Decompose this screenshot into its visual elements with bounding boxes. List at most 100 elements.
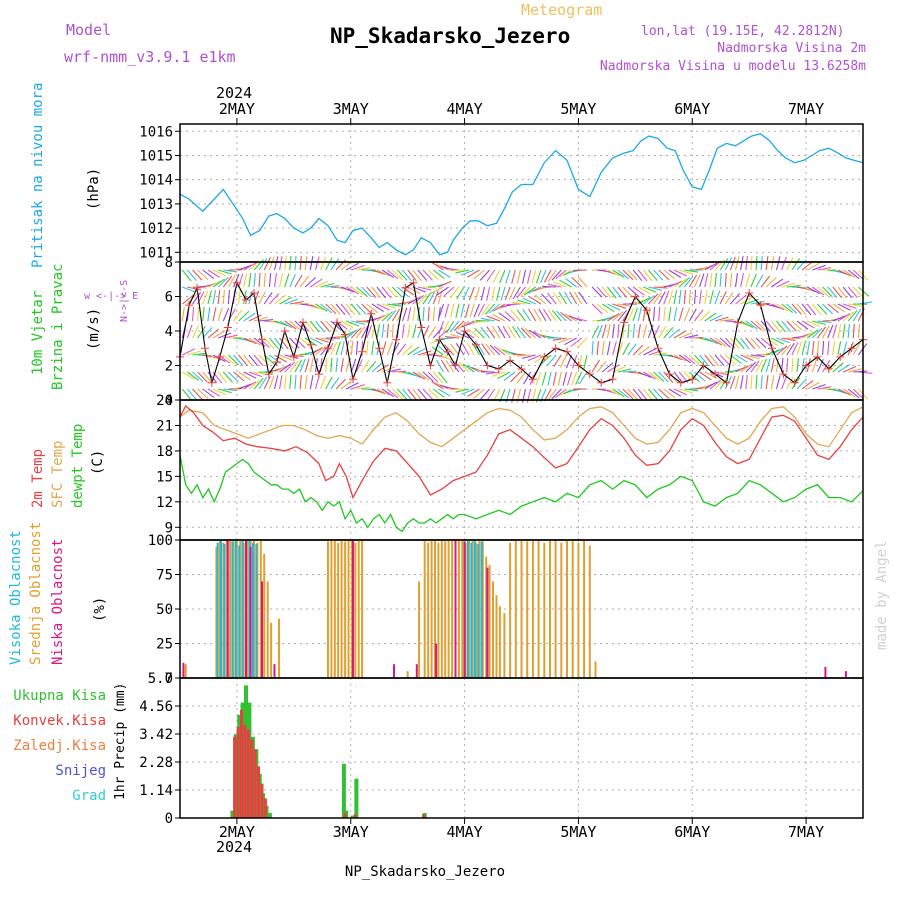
precip-bar (343, 813, 347, 818)
wind-arrow (417, 293, 428, 305)
wind-arrow (571, 277, 583, 288)
wind-arrow (192, 325, 200, 339)
wind-arrow (438, 328, 450, 339)
wind-arrow (366, 360, 377, 373)
wind-arrow (559, 388, 572, 397)
wind-arrow (516, 286, 526, 299)
wind-arrow (491, 371, 506, 377)
wind-arrow (202, 290, 209, 305)
x-tick-label-top: 6MAY (674, 100, 710, 118)
wind-arrow (325, 357, 328, 373)
wind-arrow (371, 324, 377, 339)
cloud-bar (447, 540, 450, 678)
wind-arrow (622, 342, 630, 356)
wind-arrow (396, 388, 408, 400)
y-tick-label: 4.56 (139, 699, 173, 715)
y-tick-label: 1012 (139, 221, 173, 237)
y-tick-label: 24 (156, 393, 173, 409)
wind-arrow (524, 328, 537, 339)
wind-arrow (786, 376, 794, 390)
wind-arrow (274, 354, 287, 363)
wind-arrow (248, 379, 260, 390)
wind-arrow (734, 256, 740, 271)
wind-arrow (432, 371, 443, 383)
wind-arrow (709, 354, 720, 367)
wind-arrow (786, 303, 798, 314)
wind-arrow (407, 388, 417, 401)
wind-arrow (407, 307, 412, 322)
wind-arrow (617, 309, 628, 322)
wind-arrow (450, 303, 455, 318)
wind-arrow (546, 354, 557, 367)
wind-arrow (504, 286, 511, 301)
wind-arrow (351, 320, 366, 325)
wind-arrow (238, 310, 250, 322)
wind-arrow (437, 345, 449, 356)
wind-arrow (537, 286, 552, 290)
wind-arrow (643, 286, 657, 293)
wind-arrow (566, 371, 573, 386)
wind-arrow (558, 337, 572, 344)
wind-arrow (268, 293, 280, 305)
cloud-bar (333, 540, 336, 678)
cloud-bar (844, 671, 847, 678)
wind-arrow (386, 388, 399, 399)
wind-arrow (755, 359, 764, 373)
wind-arrow (228, 354, 239, 366)
cloud-mid-title: Srednja Oblacnost (28, 522, 44, 665)
cloud-bar (253, 540, 255, 678)
wind-arrow (289, 354, 304, 357)
wind-arrow (570, 337, 583, 347)
wind-arrow (786, 320, 797, 332)
cloud-bar (543, 542, 546, 678)
cloud-bar (577, 542, 580, 678)
wind-arrow (543, 388, 552, 402)
wind-arrow (516, 371, 526, 384)
wind-arrow (663, 269, 676, 280)
wind-arrow (439, 337, 454, 340)
wind-arrow (243, 381, 256, 390)
wind-arrow (765, 358, 771, 373)
wind-arrow (709, 337, 723, 346)
wind-arrow (294, 374, 297, 390)
wind-arrow (294, 359, 303, 373)
wind-arrow (279, 375, 283, 390)
wind-arrow (564, 313, 577, 322)
wind-arrow (284, 273, 290, 288)
wind-arrow (330, 342, 338, 356)
wind-arrow (238, 273, 244, 288)
wind-arrow (852, 308, 862, 322)
wind-arrow (806, 262, 820, 271)
cloud-bar (824, 667, 827, 678)
wind-arrow (486, 388, 496, 401)
y-tick-label: 15 (156, 469, 173, 485)
wind-arrow (284, 298, 299, 305)
wind-arrow (729, 337, 740, 350)
wind-arrow (806, 303, 817, 316)
cloud-bar (477, 544, 480, 678)
wind-arrow (750, 273, 757, 288)
wind-arrow (601, 324, 607, 339)
wind-gust-marker (232, 278, 241, 287)
wind-arrow (438, 320, 445, 335)
wind-arrow (325, 257, 333, 271)
wind-arrow (355, 303, 367, 315)
cloud-bar (423, 540, 426, 678)
wind-gust-marker (257, 335, 266, 344)
temp2m-title: 2m Temp (30, 449, 46, 508)
wind-arrow (679, 269, 693, 275)
wind-arrow (771, 347, 784, 356)
wind-arrow (632, 344, 644, 356)
wind-arrow (642, 324, 648, 339)
wind-arrow (345, 303, 356, 316)
wind-arrow (497, 371, 511, 379)
y-tick-label: 1013 (139, 197, 173, 213)
wind-arrow (770, 320, 781, 333)
cloud-bar (492, 581, 494, 678)
x-tick-label-bottom: 7MAY (788, 823, 824, 841)
wind-arrow (528, 329, 542, 339)
wind-arrow (401, 307, 408, 322)
wind-arrow (493, 345, 506, 356)
temp-unit: (C) (90, 450, 106, 475)
wind-arrow (516, 309, 526, 322)
